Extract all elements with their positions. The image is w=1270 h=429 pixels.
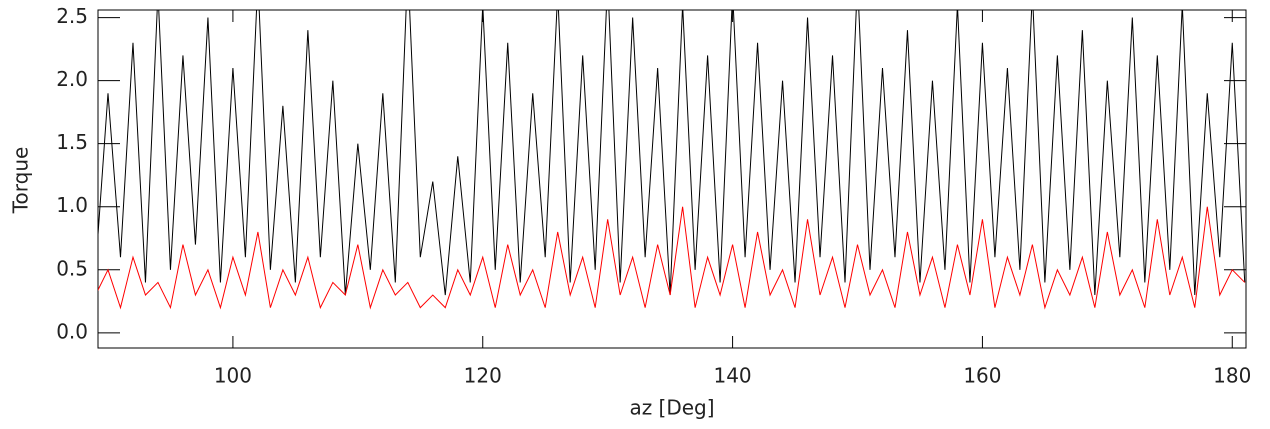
y-tick-label: 1.5: [56, 130, 88, 154]
plot-frame: [97, 9, 1247, 349]
x-tick-label: 160: [963, 364, 1001, 388]
x-axis-title: az [Deg]: [629, 396, 714, 420]
x-tick-label: 180: [1213, 364, 1251, 388]
y-axis-title: Torque: [9, 147, 33, 215]
data-line: [98, 206, 1246, 310]
data-line: [98, 10, 1246, 296]
y-tick-label: 0.0: [56, 319, 88, 343]
x-tick-label: 120: [464, 364, 502, 388]
y-tick-label: 1.0: [56, 193, 88, 217]
x-tick-label: 100: [214, 364, 252, 388]
x-tick-label: 140: [713, 364, 751, 388]
y-tick-label: 2.0: [56, 67, 88, 91]
y-tick-label: 2.5: [56, 4, 88, 28]
y-tick-label: 0.5: [56, 256, 88, 280]
